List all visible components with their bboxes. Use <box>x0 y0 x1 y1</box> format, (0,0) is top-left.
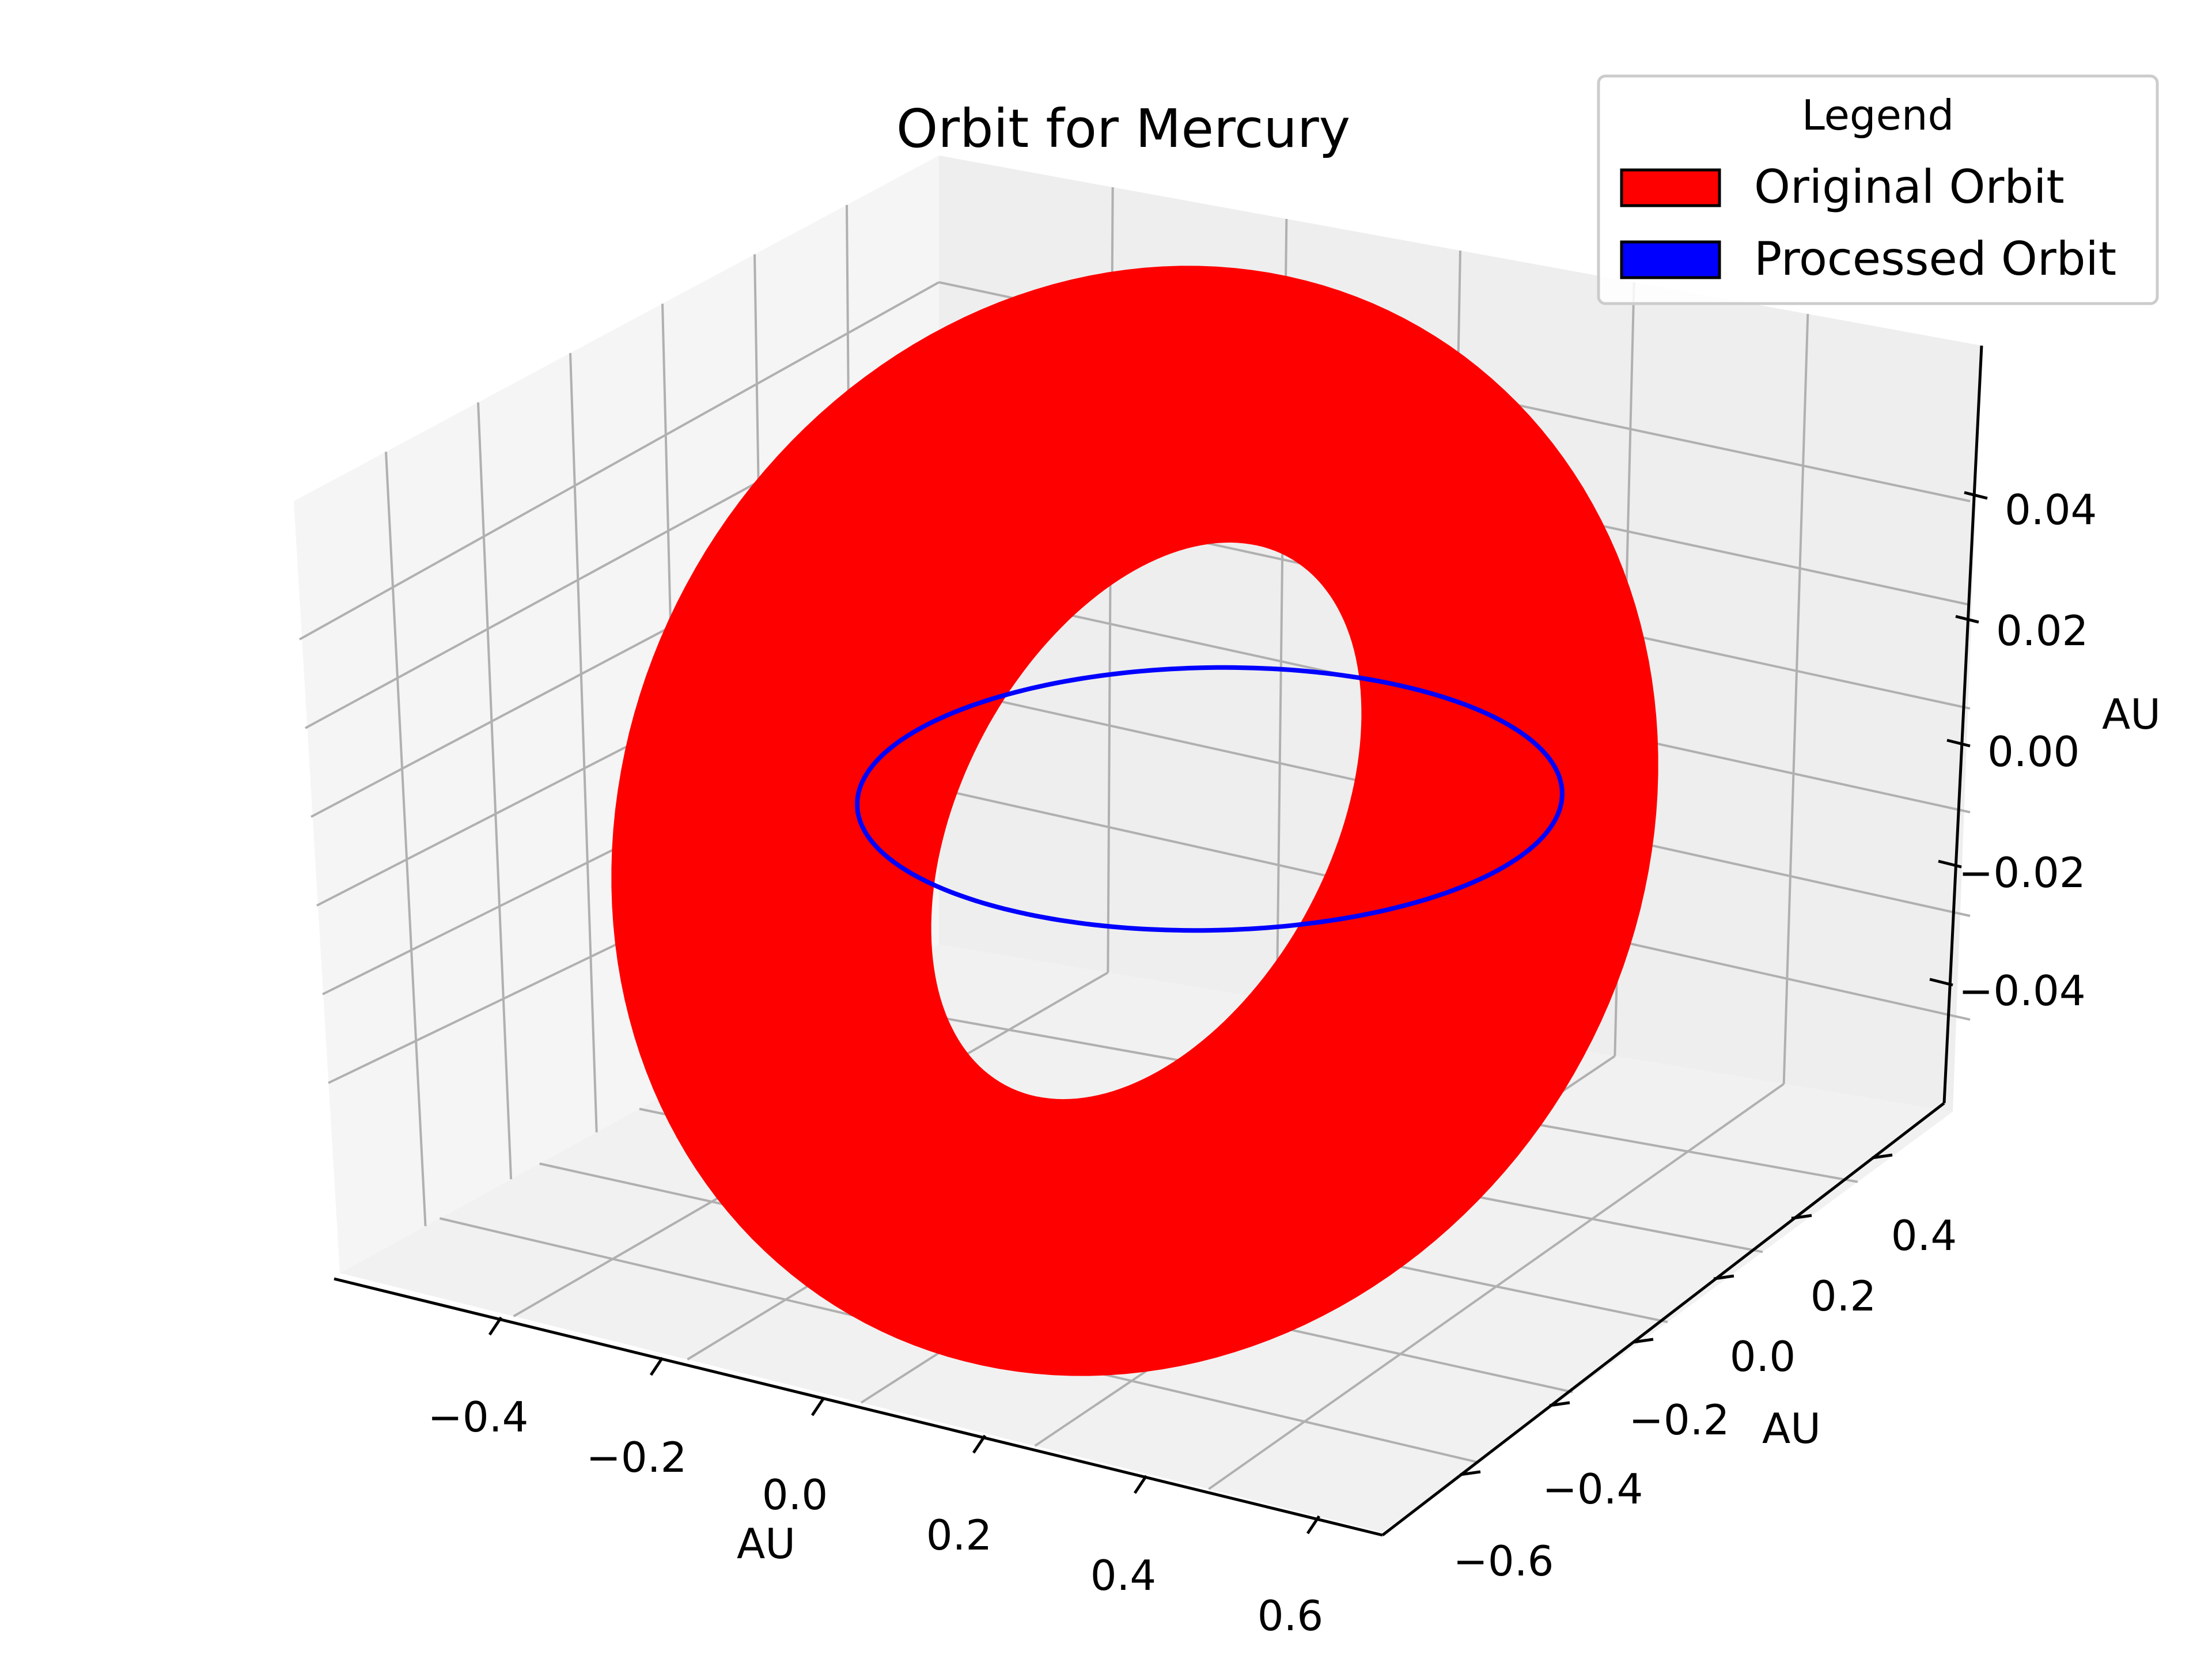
grid-line <box>299 281 940 641</box>
x-axis-line <box>334 1277 1383 1537</box>
y-tick-label: 0.0 <box>1730 1332 1796 1381</box>
z-tick-mark <box>1946 738 1971 748</box>
legend-frame <box>1597 74 2159 305</box>
y-axis-label: AU <box>1762 1404 1821 1453</box>
z-tick-mark <box>1955 615 1979 624</box>
y-tick-mark <box>1791 1214 1812 1220</box>
y-tick-mark <box>1460 1470 1481 1476</box>
y-tick-mark <box>1549 1401 1570 1407</box>
z-axis-label: AU <box>2102 690 2161 738</box>
y-tick-mark <box>1713 1274 1734 1281</box>
z-tick-label: −0.04 <box>1959 967 2086 1015</box>
z-tick-mark <box>1929 978 1953 987</box>
processed-orbit-line-front <box>855 793 1565 933</box>
x-tick-label: 0.4 <box>1090 1551 1157 1600</box>
legend-swatch-processed <box>1620 240 1721 279</box>
series-layer <box>611 266 1658 1376</box>
grid-line <box>385 452 427 1226</box>
x-axis-label: AU <box>737 1520 796 1568</box>
legend-label-original: Original Orbit <box>1754 160 2065 214</box>
grid-line <box>569 353 598 1132</box>
grid-line <box>1208 1083 1785 1490</box>
x-tick-label: 0.6 <box>1257 1592 1324 1640</box>
grid-line <box>477 402 513 1180</box>
x-tick-label: −0.2 <box>586 1433 687 1482</box>
axis-lines <box>334 345 1983 1537</box>
x-tick-mark <box>1306 1515 1321 1535</box>
legend-swatch-original <box>1620 168 1721 207</box>
z-tick-mark <box>1964 491 1988 500</box>
processed-orbit-line-back <box>855 665 1565 805</box>
chart-title: Orbit for Mercury <box>896 98 1350 160</box>
y-tick-mark <box>1633 1338 1654 1344</box>
x-tick-mark <box>972 1434 987 1454</box>
x-tick-mark <box>1133 1475 1148 1494</box>
z-tick-label: 0.04 <box>2005 486 2097 534</box>
x-tick-mark <box>810 1397 825 1416</box>
y-tick-mark <box>1872 1153 1893 1160</box>
z-tick-mark <box>1938 859 1962 869</box>
y-tick-label: −0.6 <box>1453 1537 1554 1585</box>
grid-line <box>1782 313 1809 1084</box>
legend-title: Legend <box>1802 91 1954 139</box>
y-tick-label: 0.4 <box>1891 1211 1957 1260</box>
z-tick-label: 0.02 <box>1996 607 2088 655</box>
x-tick-label: −0.4 <box>428 1393 529 1441</box>
y-axis-line <box>1381 1102 1945 1536</box>
legend-label-processed: Processed Orbit <box>1754 232 2116 286</box>
x-tick-label: 0.2 <box>926 1511 993 1559</box>
y-tick-label: −0.2 <box>1629 1396 1730 1444</box>
tick-marks <box>488 491 1988 1535</box>
z-tick-label: −0.02 <box>1959 849 2086 897</box>
x-tick-label: 0.0 <box>762 1471 828 1519</box>
original-orbit-band <box>611 266 1658 1376</box>
x-tick-mark <box>488 1316 503 1336</box>
y-tick-label: −0.4 <box>1543 1465 1643 1513</box>
z-axis-line <box>1942 345 1983 1104</box>
legend: Legend Original Orbit Processed Orbit <box>1597 74 2159 305</box>
x-tick-mark <box>649 1357 664 1376</box>
z-tick-label: 0.00 <box>1987 728 2080 776</box>
y-tick-label: 0.2 <box>1810 1272 1877 1320</box>
